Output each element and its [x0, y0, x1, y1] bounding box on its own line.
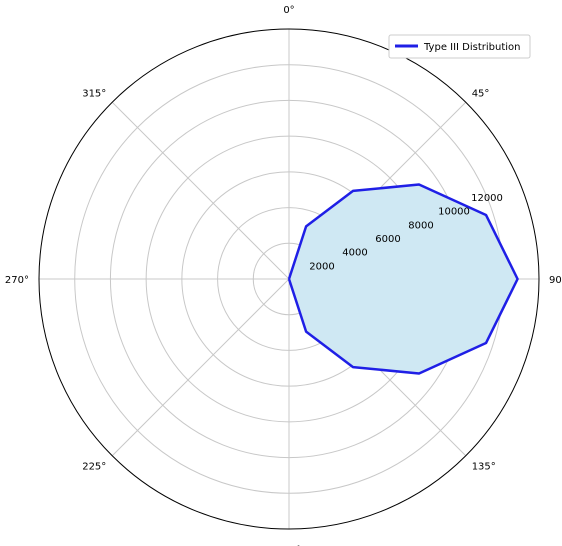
- angle-tick-label: 135°: [472, 462, 496, 473]
- radial-tick-label: 10000: [438, 207, 470, 218]
- angle-tick-label: 270°: [5, 275, 29, 286]
- polar-frame: [38, 28, 540, 530]
- legend-box: [388, 34, 531, 59]
- radial-tick-label: 2000: [309, 261, 334, 272]
- angle-tick-label: 225°: [82, 462, 106, 473]
- radial-tick-label: 8000: [408, 220, 433, 231]
- series-line: [287, 183, 519, 375]
- angle-tick-label: 0°: [283, 5, 294, 16]
- angular-gridline: [111, 278, 290, 457]
- angular-gridline: [111, 101, 290, 280]
- series-layer: [287, 183, 519, 375]
- radial-tick-label: 6000: [375, 234, 400, 245]
- radial-tick-label: 12000: [471, 193, 503, 204]
- angle-tick-label: 315°: [82, 88, 106, 99]
- angle-tick-label: 45°: [472, 88, 490, 99]
- label-layer: 0°45°90°135°180°225°270°315°200040006000…: [5, 5, 562, 546]
- angle-tick-label: 90°: [549, 275, 562, 286]
- radial-tick-label: 4000: [342, 248, 367, 259]
- legend-label: Type III Distribution: [423, 42, 521, 53]
- series-fill: [289, 184, 518, 374]
- legend: Type III Distribution: [388, 34, 531, 59]
